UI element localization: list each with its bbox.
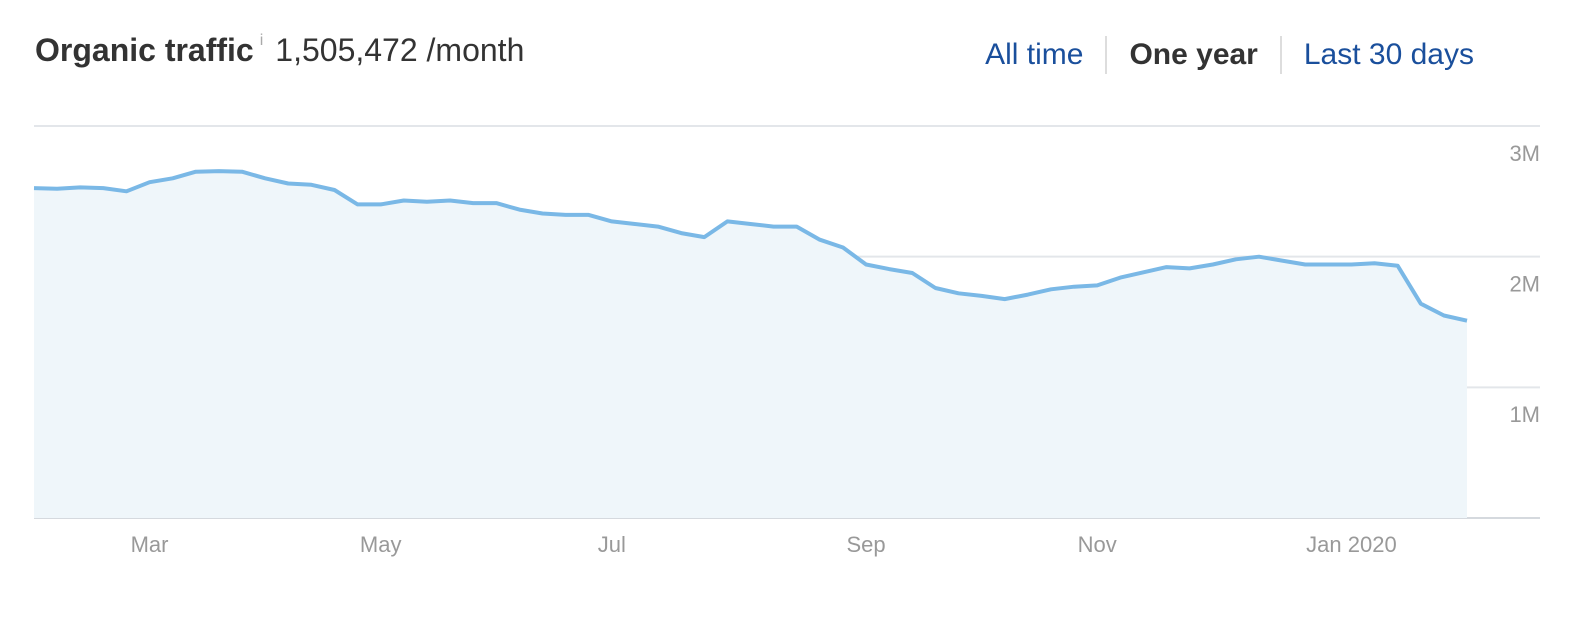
y-tick-label: 2M xyxy=(1509,271,1540,296)
area-fill xyxy=(34,171,1467,518)
x-tick-label: Sep xyxy=(846,532,885,557)
y-tick-label: 3M xyxy=(1509,141,1540,166)
info-icon[interactable]: i xyxy=(259,32,264,49)
line xyxy=(33,169,1468,323)
value: 1,505,472 xyxy=(275,32,418,68)
tab[interactable]: One year xyxy=(1105,36,1279,74)
tab[interactable]: All time xyxy=(985,38,1084,71)
header: Organic traffic i 1,505,472 /month xyxy=(35,32,524,69)
x-tick-label: Jul xyxy=(598,532,626,557)
tab[interactable]: Last 30 days xyxy=(1279,36,1496,74)
y-tick-label: 1M xyxy=(1509,402,1540,427)
title: Organic traffic xyxy=(35,32,254,68)
tabs: All time One year Last 30 days xyxy=(963,36,1496,74)
x-tick-label: Jan 2020 xyxy=(1306,532,1397,557)
x-tick-label: Nov xyxy=(1078,532,1117,557)
x-tick-label: Mar xyxy=(131,532,169,557)
x-tick-label: May xyxy=(360,532,402,557)
unit: /month xyxy=(426,32,525,68)
